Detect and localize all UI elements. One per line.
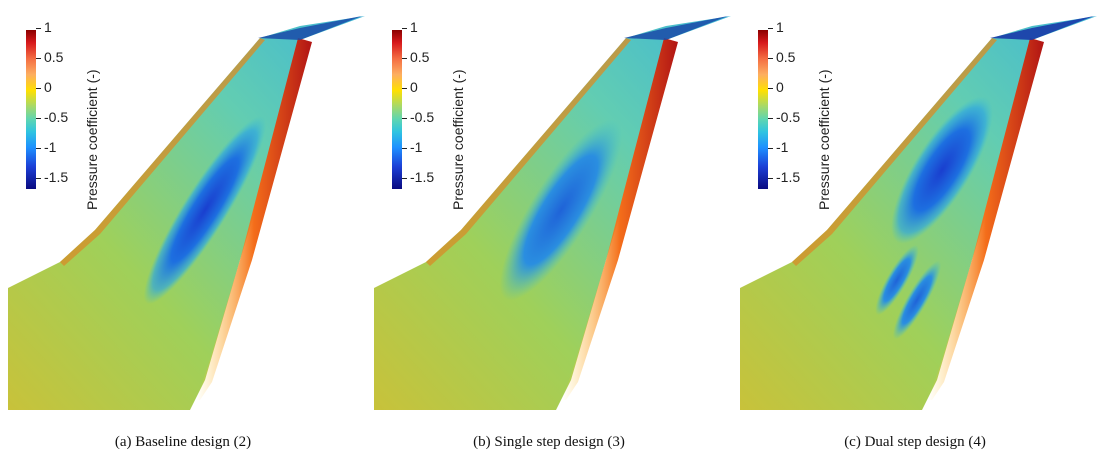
panel-single-step: 1 0.5 0 -0.5 -1 -1.5 Pressure coefficien… [366, 0, 732, 464]
colorbar-tick: -1.5 [768, 170, 800, 184]
colorbar-tick: -1 [402, 140, 422, 154]
panel-baseline: 1 0.5 0 -0.5 -1 -1.5 Pressure coefficien… [0, 0, 366, 464]
panel-caption: (c) Dual step design (4) [844, 434, 986, 450]
colorbar-tick: -1 [36, 140, 56, 154]
colorbar-title: Pressure coefficient (-) [84, 69, 100, 210]
colorbar-tick: -0.5 [36, 110, 68, 124]
colorbar-tick: 0 [768, 80, 784, 94]
colorbar-tick: 0.5 [402, 50, 429, 64]
panel-dual-step: 1 0.5 0 -0.5 -1 -1.5 Pressure coefficien… [732, 0, 1097, 464]
colorbar: 1 0.5 0 -0.5 -1 -1.5 Pressure coefficien… [392, 16, 492, 210]
colorbar-tick: -0.5 [768, 110, 800, 124]
panel-caption: (b) Single step design (3) [473, 434, 625, 450]
colorbar-gradient [758, 30, 768, 189]
colorbar-title: Pressure coefficient (-) [816, 69, 832, 210]
colorbar-tick: 0 [402, 80, 418, 94]
colorbar-tick: -1 [768, 140, 788, 154]
panel-caption: (a) Baseline design (2) [114, 434, 252, 450]
colorbar-tick: -1.5 [36, 170, 68, 184]
colorbar-tick: 1 [768, 20, 784, 34]
colorbar-gradient [392, 30, 402, 189]
colorbar: 1 0.5 0 -0.5 -1 -1.5 Pressure coefficien… [758, 16, 858, 210]
colorbar-tick: 0.5 [768, 50, 795, 64]
colorbar-tick: -0.5 [402, 110, 434, 124]
colorbar: 1 0.5 0 -0.5 -1 -1.5 Pressure coefficien… [26, 16, 126, 210]
colorbar-tick: 1 [402, 20, 418, 34]
colorbar-tick: 1 [36, 20, 52, 34]
colorbar-tick: 0 [36, 80, 52, 94]
colorbar-tick: 0.5 [36, 50, 63, 64]
colorbar-gradient [26, 30, 36, 189]
wing-pressure-plot [8, 16, 365, 410]
colorbar-title: Pressure coefficient (-) [450, 69, 466, 210]
wing-pressure-plot [740, 16, 1097, 410]
colorbar-tick: -1.5 [402, 170, 434, 184]
wing-pressure-plot [374, 16, 731, 410]
